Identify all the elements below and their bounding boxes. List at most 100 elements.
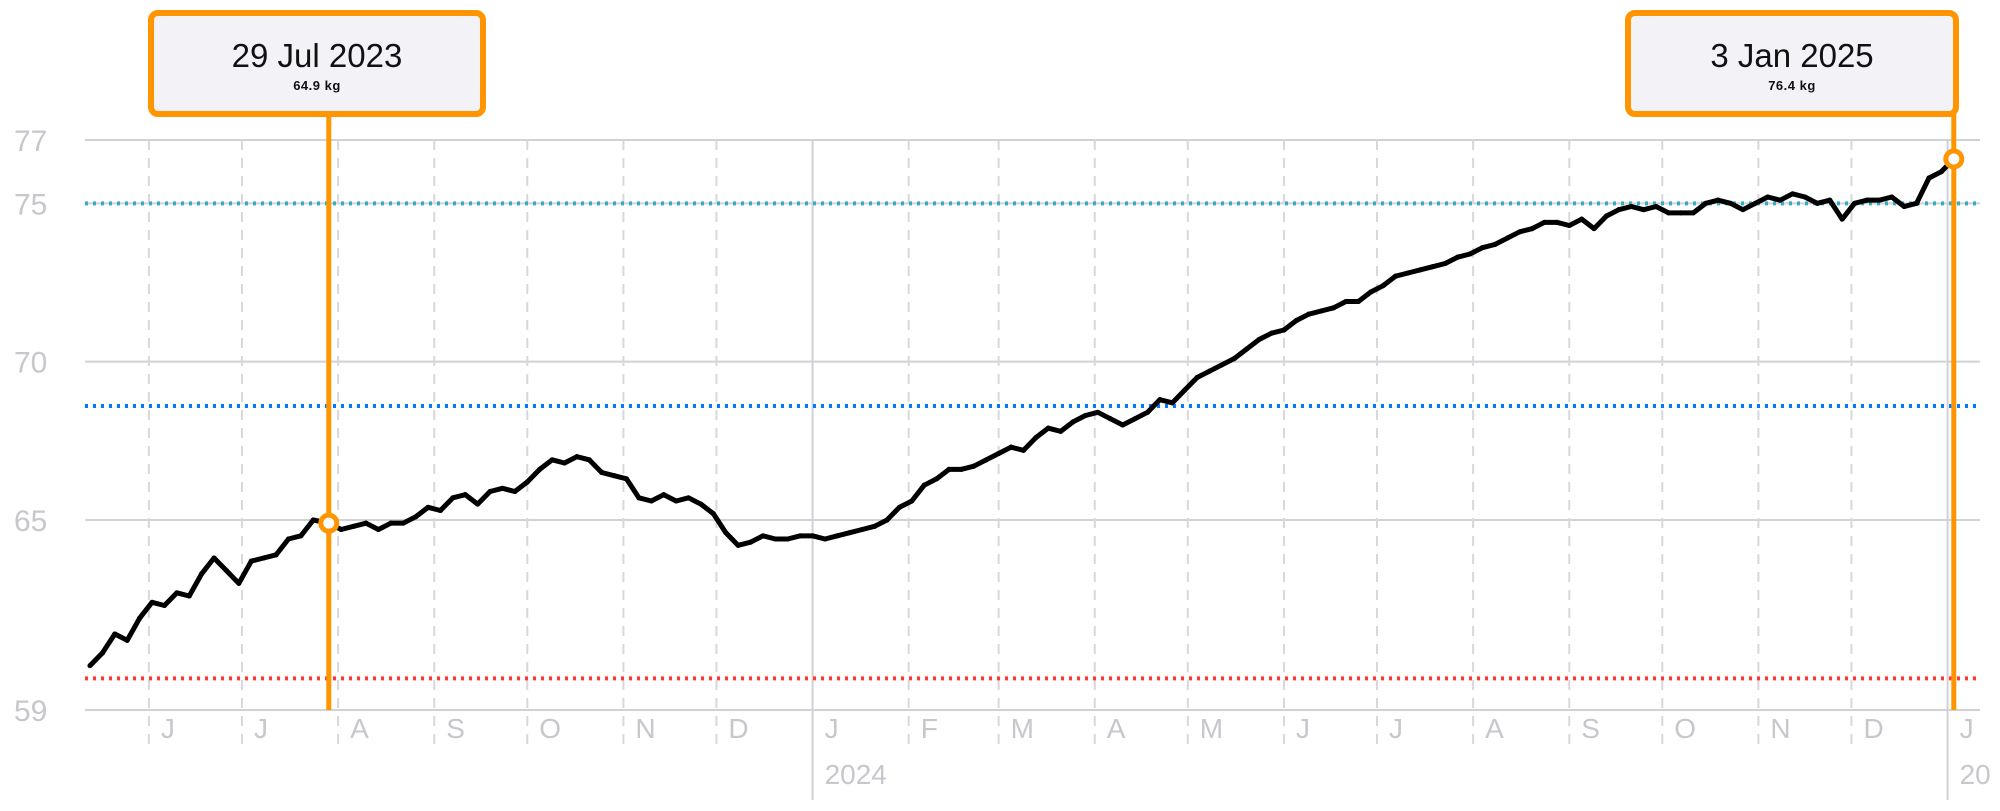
x-tick-label: M [1011,713,1034,744]
series-line-segment [236,558,254,586]
data-point [537,466,543,472]
data-point [1678,210,1684,216]
series-line-segment [1020,435,1039,453]
data-point [673,498,679,504]
data-point [1765,194,1771,200]
x-tick-label: S [1581,713,1600,744]
data-point [174,590,180,596]
series-line-segment [1182,375,1200,393]
x-tick-label: J [825,713,839,744]
data-point [710,511,716,517]
series-line-segment [298,517,316,539]
data-point [1343,299,1349,304]
callout-end-value: 76.4 kg [1768,78,1816,93]
data-point [351,523,357,529]
data-point [1628,204,1634,209]
x-tick-label: J [161,713,175,744]
series-line-segment [161,590,180,608]
data-point [1715,197,1721,203]
data-point [223,568,229,574]
x-tick-label: F [921,713,938,744]
data-point [273,552,279,558]
data-point [1665,210,1671,216]
data-point [1380,283,1386,289]
data-point [549,457,555,463]
data-point [1814,200,1820,206]
series-line-segment [884,504,902,523]
series-line-segment [909,482,927,504]
series-line-segment [1380,273,1399,289]
y-tick-label: 59 [14,695,47,728]
series-line-segment [475,489,493,507]
x-tick-label: A [1485,713,1504,744]
data-point [1504,235,1510,241]
series-line-segment [1591,213,1609,232]
data-point [400,520,406,526]
data-point [1790,191,1796,197]
series-line-segment [413,504,431,520]
data-point [1901,204,1907,209]
data-point [310,517,316,523]
series-line-segment [87,650,105,669]
data-point [760,533,766,539]
data-point [586,457,592,463]
x-tick-label: N [1770,713,1790,744]
data-point [1740,207,1746,213]
data-point [1690,210,1696,216]
y-tick-label: 70 [14,347,47,380]
series-line-segment [1144,397,1163,415]
data-point [847,530,853,536]
data-point [1430,264,1436,270]
data-point [772,536,778,542]
data-point [124,637,130,643]
data-point [149,599,155,605]
series-line-segment [1355,289,1374,304]
series-line-segment [698,501,716,517]
data-point [1554,219,1560,225]
data-point [437,508,443,513]
series-line-segment [512,479,530,494]
data-point [261,555,267,561]
series-line-segment [586,457,605,475]
data-point [1008,444,1014,450]
series-line-segment [1281,318,1299,333]
data-point [723,530,729,536]
data-point [487,489,493,494]
series-line-segment [1827,197,1845,222]
data-point [1703,200,1709,206]
data-point [1194,375,1200,380]
series-layer [87,156,1957,669]
data-point [996,451,1002,456]
data-point [1926,175,1932,181]
data-point [161,603,167,608]
highlight-marker [318,512,340,534]
data-point [1095,409,1101,415]
data-point [1219,362,1225,368]
data-point [1467,251,1473,257]
data-point [884,517,890,523]
data-point [1244,346,1250,352]
x-tick-label: J [1389,713,1403,744]
year-label: 2024 [825,759,887,790]
data-point [363,520,369,526]
data-point [599,470,605,475]
data-point [785,536,791,542]
data-point [921,482,927,488]
year-label: 20 [1960,759,1991,790]
data-point [186,593,192,599]
data-point [624,476,630,482]
series-line-segment [1058,419,1076,434]
data-point [236,580,242,586]
callout-start-value: 64.9 kg [293,78,341,93]
series-line-segment [211,555,229,574]
data-point [1157,397,1163,403]
highlight-marker [1943,148,1965,170]
data-point [1517,229,1523,235]
data-point [1182,387,1188,393]
data-point [499,485,505,491]
data-point [99,650,105,656]
data-point [1281,327,1287,333]
data-point [797,533,803,539]
series-line-segment [99,631,118,656]
